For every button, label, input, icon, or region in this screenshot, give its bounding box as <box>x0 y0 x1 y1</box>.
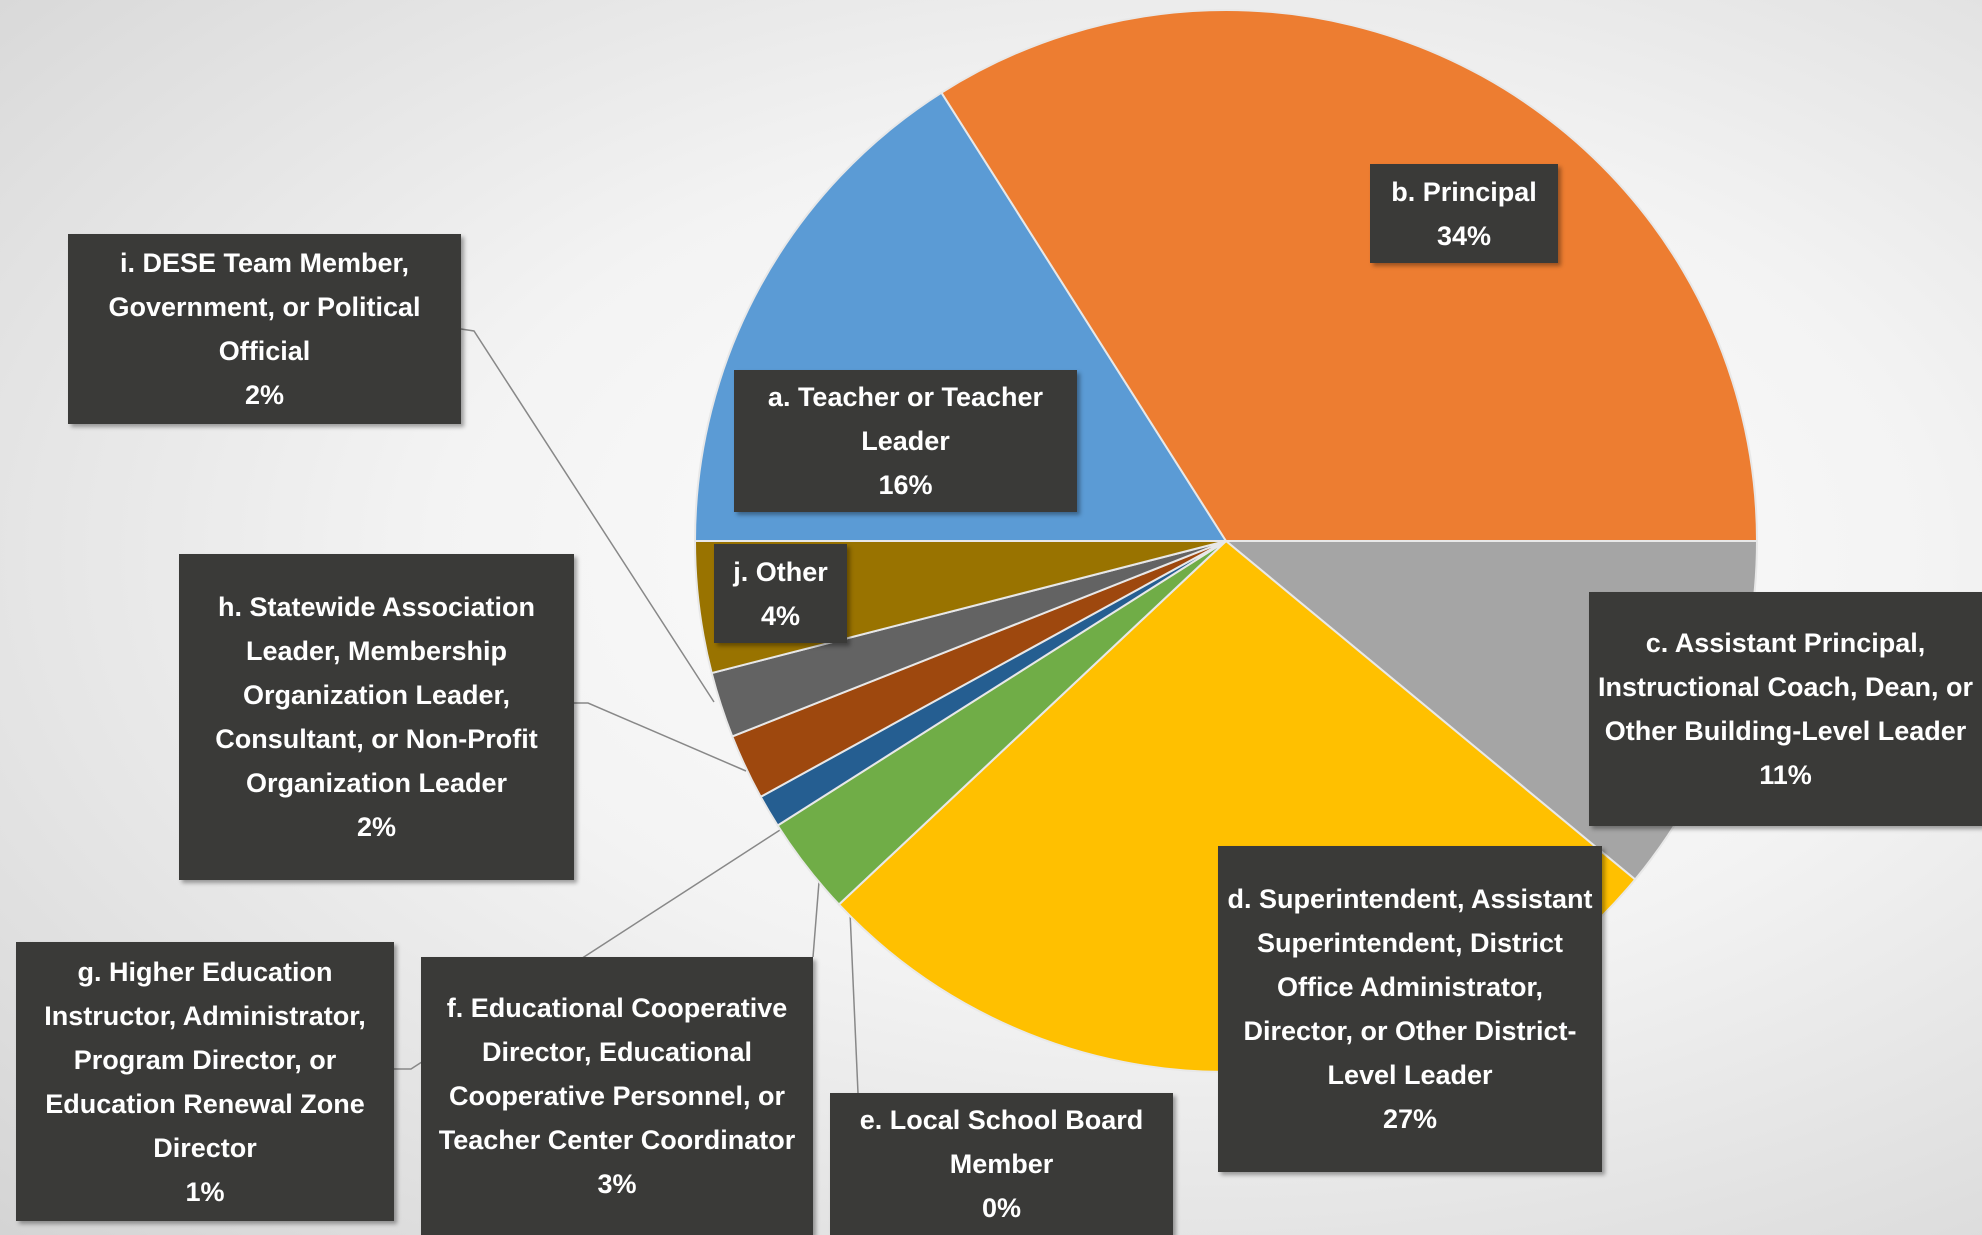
data-label: j. Other 4% <box>714 544 847 643</box>
data-label: g. Higher Education Instructor, Administ… <box>16 942 394 1221</box>
category-label: c. Assistant Principal, Instructional Co… <box>1597 628 1974 746</box>
leader-line <box>460 328 715 703</box>
data-label: a. Teacher or Teacher Leader 16% <box>734 370 1077 512</box>
data-label: h. Statewide Association Leader, Members… <box>179 554 574 880</box>
category-label: i. DESE Team Member, Government, or Poli… <box>108 248 421 366</box>
category-label: b. Principal <box>1391 176 1537 207</box>
category-label: a. Teacher or Teacher Leader <box>767 382 1044 456</box>
category-label: j. Other <box>733 556 828 587</box>
value-label: 0% <box>981 1193 1022 1223</box>
value-label: 27% <box>1382 1104 1438 1134</box>
leader-line <box>574 702 747 772</box>
leader-line <box>394 829 781 1070</box>
leader-line <box>849 911 859 1094</box>
category-label: f. Educational Cooperative Director, Edu… <box>438 993 796 1155</box>
pie-slice <box>940 9 1759 542</box>
value-label: 3% <box>597 1169 637 1199</box>
value-label: 11% <box>1759 760 1812 790</box>
value-label: 2% <box>244 380 285 410</box>
value-label: 2% <box>356 812 397 842</box>
data-label: d. Superintendent, Assistant Superintend… <box>1218 846 1602 1172</box>
value-label: 34% <box>1436 220 1492 251</box>
value-label: 1% <box>185 1176 225 1207</box>
leader-line <box>812 881 820 958</box>
value-label: 4% <box>760 600 801 631</box>
data-label: c. Assistant Principal, Instructional Co… <box>1589 592 1982 826</box>
data-label: e. Local School Board Member 0% <box>830 1093 1173 1235</box>
data-label: i. DESE Team Member, Government, or Poli… <box>68 234 461 424</box>
category-label: g. Higher Education Instructor, Administ… <box>44 956 366 1163</box>
category-label: h. Statewide Association Leader, Members… <box>215 592 538 798</box>
data-label: b. Principal 34% <box>1370 164 1558 263</box>
category-label: e. Local School Board Member <box>859 1105 1144 1179</box>
data-label: f. Educational Cooperative Director, Edu… <box>421 957 813 1235</box>
category-label: d. Superintendent, Assistant Superintend… <box>1227 884 1593 1090</box>
value-label: 16% <box>878 470 933 500</box>
